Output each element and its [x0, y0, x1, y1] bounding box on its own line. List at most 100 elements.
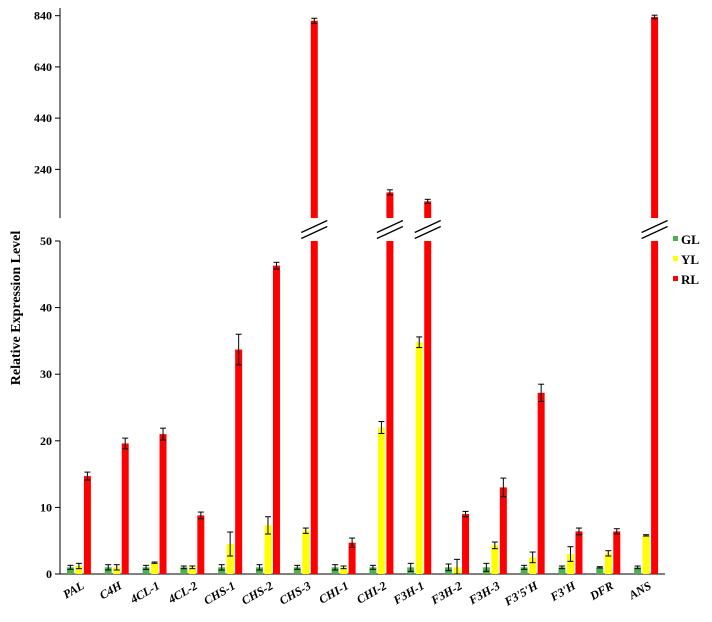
y-tick-label: 840 — [34, 9, 52, 23]
y-tick-label: 0 — [46, 567, 52, 581]
bar-RL-F3H-1-lower — [424, 241, 432, 574]
legend-swatch — [673, 236, 678, 241]
y-axis-label: Relative Expression Level — [9, 231, 24, 386]
error-bar-RL-ANS — [651, 14, 658, 20]
bar-GL-4CL-1 — [142, 567, 150, 574]
bar-YL-CHS-1 — [226, 544, 234, 574]
axis-break-marks — [300, 219, 669, 240]
error-bar-YL-DFR — [605, 550, 612, 557]
bar-GL-4CL-2 — [180, 567, 188, 574]
bar-YL-4CL-1 — [151, 562, 159, 574]
bar-YL-CHS-2 — [264, 525, 272, 574]
legend-label: GL — [681, 232, 700, 247]
y-tick-label: 30 — [40, 367, 52, 381]
bar-RL-ANS-lower — [651, 241, 659, 574]
legend-item-RL: RL — [673, 272, 699, 287]
error-bar-RL-4CL-1 — [160, 427, 167, 441]
category-label: F3'5'H — [501, 578, 541, 609]
error-bar-RL-F3H-3 — [500, 477, 507, 498]
break-gap — [413, 223, 442, 236]
category-label: 4CL-1 — [127, 578, 162, 606]
break-gap — [300, 223, 329, 236]
error-bar-GL-F3H-3 — [483, 562, 490, 572]
error-bar-YL-C4H — [113, 564, 120, 571]
error-bar-GL-CHS-1 — [218, 564, 225, 571]
error-bar-GL-C4H — [105, 564, 112, 571]
bar-YL-PAL — [75, 566, 83, 574]
bar-YL-CHI-1 — [340, 567, 348, 574]
error-bar-YL-CHI-2 — [378, 420, 385, 434]
bar-RL-CHS-1 — [235, 349, 243, 574]
error-bar-GL-CHS-2 — [256, 564, 263, 571]
error-bar-GL-DFR — [596, 566, 603, 569]
error-bar-YL-CHS-1 — [227, 531, 234, 557]
error-bar-GL-PAL — [67, 564, 74, 570]
bar-YL-C4H — [113, 567, 121, 574]
category-label: CHS-3 — [277, 578, 313, 607]
error-bar-GL-CHS-3 — [294, 564, 301, 570]
bar-GL-ANS — [634, 567, 642, 574]
category-label: ANS — [626, 578, 654, 602]
bar-GL-CHI-2 — [369, 567, 377, 574]
error-bar-RL-F3'5'H — [538, 383, 545, 403]
error-bar-RL-CHI-1 — [349, 537, 356, 548]
bar-YL-DFR — [604, 553, 612, 574]
error-bar-GL-4CL-2 — [180, 565, 187, 570]
bar-YL-ANS — [642, 535, 650, 574]
y-tick-label: 50 — [40, 234, 52, 248]
bar-GL-F3'H — [558, 567, 566, 574]
break-mark — [414, 225, 441, 240]
break-gap — [375, 223, 404, 236]
error-bar-RL-CHI-2 — [386, 189, 393, 196]
error-bar-YL-4CL-1 — [151, 561, 158, 564]
bar-YL-F3'5'H — [529, 557, 537, 574]
error-bar-RL-CHS-2 — [273, 261, 280, 270]
error-bar-YL-CHS-2 — [264, 516, 271, 535]
bar-YL-CHS-3 — [302, 530, 310, 574]
category-label: 4CL-2 — [165, 578, 200, 606]
category-label: CHS-1 — [201, 578, 237, 607]
legend-label: YL — [681, 252, 699, 267]
error-bar-GL-CHI-2 — [369, 564, 376, 570]
bar-YL-F3'H — [566, 554, 574, 574]
bar-YL-F3H-1 — [415, 342, 423, 574]
bar-RL-PAL — [83, 476, 91, 574]
category-label: C4H — [97, 578, 125, 602]
legend-item-GL: GL — [673, 232, 700, 247]
bar-RL-CHS-3-upper — [310, 20, 318, 219]
error-bar-YL-F3'H — [567, 546, 574, 562]
bar-RL-C4H — [121, 443, 129, 574]
legend-item-YL: YL — [673, 252, 699, 267]
y-tick-label: 240 — [34, 162, 52, 176]
break-mark — [376, 225, 404, 240]
bar-GL-CHI-1 — [331, 567, 339, 574]
y-tick-label: 20 — [40, 434, 52, 448]
bar-RL-F3H-1-upper — [424, 201, 432, 218]
error-bar-YL-4CL-2 — [189, 565, 196, 570]
y-tick-label: 440 — [34, 111, 52, 125]
error-bar-YL-PAL — [75, 562, 82, 570]
bar-YL-4CL-2 — [188, 567, 196, 574]
error-bar-GL-F3'H — [558, 565, 565, 570]
error-bar-RL-PAL — [84, 471, 91, 481]
category-label: CHI-2 — [354, 578, 389, 606]
bar-RL-F3H-3 — [499, 487, 507, 574]
bar-RL-DFR — [613, 531, 621, 574]
y-tick-label: 10 — [40, 500, 52, 514]
axes — [55, 8, 665, 575]
error-bar-YL-CHS-3 — [302, 527, 309, 534]
break-mark — [641, 225, 668, 240]
error-bar-RL-C4H — [122, 437, 129, 450]
bar-GL-F3'5'H — [520, 567, 528, 574]
legend-label: RL — [681, 272, 699, 287]
legend-swatch — [673, 276, 678, 281]
error-bar-GL-CHI-1 — [332, 564, 339, 571]
break-mark — [414, 219, 441, 234]
category-label: PAL — [61, 578, 87, 601]
bar-GL-CHS-1 — [218, 567, 226, 574]
category-label: CHS-2 — [239, 578, 275, 607]
error-bar-RL-F3H-2 — [462, 510, 469, 518]
bar-YL-CHI-2 — [377, 427, 385, 574]
bar-GL-CHS-3 — [293, 567, 301, 574]
